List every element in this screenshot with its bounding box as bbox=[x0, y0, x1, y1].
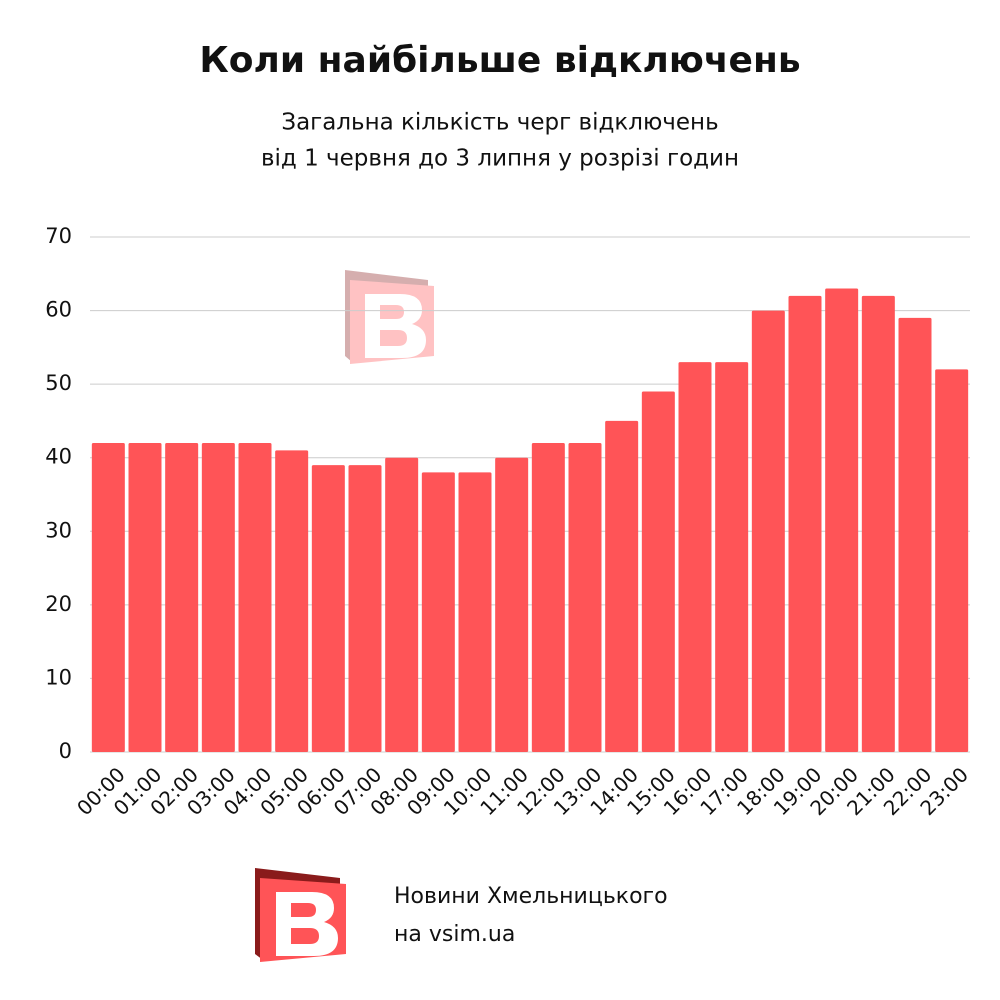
y-tick-label: 10 bbox=[45, 665, 72, 689]
bar bbox=[201, 443, 235, 752]
bar bbox=[641, 391, 675, 752]
y-tick-label: 60 bbox=[45, 298, 72, 322]
bar bbox=[678, 362, 712, 752]
bar bbox=[715, 362, 749, 752]
bar bbox=[531, 443, 565, 752]
bar bbox=[861, 295, 895, 752]
bar bbox=[568, 443, 602, 752]
bar bbox=[935, 369, 969, 752]
chart-subtitle: Загальна кількість черг відключень bbox=[281, 110, 718, 136]
watermark-logo bbox=[345, 270, 434, 364]
bar bbox=[751, 310, 785, 752]
footer-logo bbox=[255, 868, 346, 962]
bar bbox=[788, 295, 822, 752]
bar bbox=[275, 450, 309, 752]
bar bbox=[91, 443, 125, 752]
footer-text: на vsim.ua bbox=[394, 922, 515, 947]
bar bbox=[421, 472, 455, 752]
bar bbox=[898, 317, 932, 752]
y-tick-label: 0 bbox=[59, 739, 72, 763]
bar bbox=[238, 443, 272, 752]
y-tick-label: 50 bbox=[45, 371, 72, 395]
chart-subtitle: від 1 червня до 3 липня у розрізі годин bbox=[261, 146, 739, 172]
bar bbox=[385, 457, 419, 752]
bar bbox=[165, 443, 199, 752]
bar bbox=[825, 288, 859, 752]
bar bbox=[495, 457, 529, 752]
y-tick-label: 30 bbox=[45, 518, 72, 542]
bar bbox=[311, 465, 345, 752]
bar bbox=[128, 443, 162, 752]
chart-title: Коли найбільше відключень bbox=[199, 40, 800, 81]
footer-text: Новини Хмельницького bbox=[394, 884, 668, 909]
y-tick-label: 20 bbox=[45, 592, 72, 616]
y-tick-label: 70 bbox=[45, 224, 72, 248]
y-tick-label: 40 bbox=[45, 445, 72, 469]
bar bbox=[348, 465, 382, 752]
bar bbox=[605, 420, 639, 752]
bar bbox=[458, 472, 492, 752]
